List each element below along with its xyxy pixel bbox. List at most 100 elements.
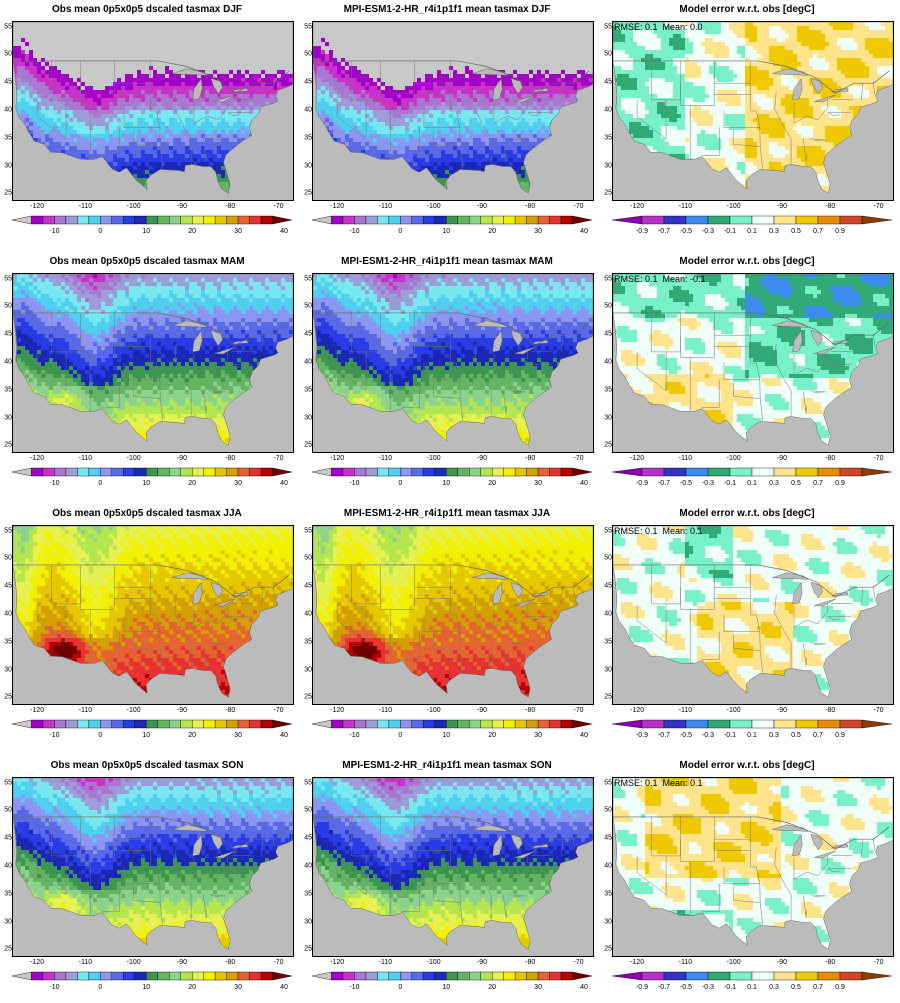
lon-tick-label: -100 bbox=[127, 203, 141, 210]
lat-tick-label: 45 bbox=[602, 583, 612, 590]
lon-tick-label: -100 bbox=[427, 707, 441, 714]
colorbar-swatch bbox=[708, 468, 730, 476]
colorbar-swatch bbox=[112, 216, 123, 224]
colorbar-swatch bbox=[100, 216, 111, 224]
lon-tick-label: -80 bbox=[225, 707, 235, 714]
lon-tick-label: -80 bbox=[825, 455, 835, 462]
lat-tick-label: 35 bbox=[302, 890, 312, 897]
lat-tick-label: 25 bbox=[602, 946, 612, 953]
colorbar-swatch bbox=[250, 720, 261, 728]
colorbar-swatch bbox=[12, 720, 31, 728]
colorbar-tick-label: 0.3 bbox=[769, 228, 779, 235]
lon-tick-label: -80 bbox=[525, 455, 535, 462]
colorbar-swatch bbox=[730, 216, 752, 224]
colorbar-swatch bbox=[146, 468, 157, 476]
colorbar-swatch bbox=[135, 468, 146, 476]
lat-tick-label: 30 bbox=[602, 162, 612, 169]
lat-tick-label: 45 bbox=[602, 79, 612, 86]
colorbar-swatch bbox=[250, 972, 261, 980]
colorbar-swatch bbox=[343, 720, 354, 728]
colorbar-swatch bbox=[377, 720, 388, 728]
colorbar-swatch bbox=[192, 468, 203, 476]
colorbar-tick-label: 0 bbox=[98, 228, 102, 235]
lat-tick-label: 30 bbox=[302, 162, 312, 169]
lat-tick-label: 50 bbox=[302, 555, 312, 562]
lon-tick-label: -70 bbox=[573, 455, 583, 462]
map-panel-9: Model error w.r.t. obs [degC]RMSE: 0.1 M… bbox=[602, 504, 892, 751]
colorbar-swatch bbox=[312, 468, 331, 476]
colorbar-swatch bbox=[818, 216, 840, 224]
colorbar-swatch bbox=[774, 972, 796, 980]
colorbar-tick-label: 0.3 bbox=[769, 732, 779, 739]
colorbar-swatch bbox=[469, 972, 480, 980]
colorbar-tick-label: 20 bbox=[488, 732, 496, 739]
colorbar-tick-label: 0 bbox=[398, 480, 402, 487]
colorbar-tick-label: -0.9 bbox=[636, 732, 648, 739]
lat-tick-label: 45 bbox=[302, 835, 312, 842]
colorbar-swatch bbox=[612, 216, 642, 224]
colorbar-tick-label: 0.1 bbox=[747, 984, 757, 991]
colorbar-swatch bbox=[31, 972, 42, 980]
colorbar-tick-label: 10 bbox=[442, 228, 450, 235]
colorbar-swatch bbox=[366, 216, 377, 224]
colorbar-tick-label: 0.9 bbox=[835, 228, 845, 235]
colorbar-tick-label: 0.1 bbox=[747, 228, 757, 235]
colorbar-swatch bbox=[389, 720, 400, 728]
colorbar-swatch bbox=[146, 216, 157, 224]
colorbar-swatch bbox=[43, 468, 54, 476]
lat-tick-label: 45 bbox=[2, 79, 12, 86]
colorbar-tick-label: 0.3 bbox=[769, 480, 779, 487]
colorbar-swatch bbox=[66, 468, 77, 476]
colorbar bbox=[602, 970, 892, 982]
colorbar-swatch bbox=[708, 972, 730, 980]
panel-title: Obs mean 0p5x0p5 dscaled tasmax MAM bbox=[2, 256, 292, 270]
colorbar-swatch bbox=[31, 720, 42, 728]
colorbar-swatch bbox=[642, 972, 664, 980]
lat-tick-label: 55 bbox=[602, 275, 612, 282]
colorbar-swatch bbox=[664, 720, 686, 728]
colorbar-swatch bbox=[181, 216, 192, 224]
colorbar-swatch bbox=[377, 468, 388, 476]
colorbar-swatch bbox=[504, 216, 515, 224]
lon-tick-label: -70 bbox=[273, 203, 283, 210]
colorbar-swatch bbox=[538, 720, 549, 728]
colorbar-tick-label: -0.3 bbox=[702, 480, 714, 487]
lat-tick-label: 40 bbox=[302, 107, 312, 114]
lat-tick-label: 45 bbox=[2, 331, 12, 338]
colorbar-swatch bbox=[796, 720, 818, 728]
colorbar-tick-label: -0.9 bbox=[636, 984, 648, 991]
lon-tick-label: -90 bbox=[477, 203, 487, 210]
lat-tick-label: 40 bbox=[602, 863, 612, 870]
colorbar-swatch bbox=[642, 216, 664, 224]
lon-tick-label: -120 bbox=[30, 455, 44, 462]
colorbar-swatch bbox=[561, 972, 572, 980]
map-canvas bbox=[313, 274, 593, 452]
lon-tick-label: -100 bbox=[727, 959, 741, 966]
lon-tick-label: -110 bbox=[79, 455, 93, 462]
colorbar-tick-label: 10 bbox=[442, 480, 450, 487]
panel-title: Model error w.r.t. obs [degC] bbox=[602, 4, 892, 18]
lon-tick-label: -80 bbox=[525, 959, 535, 966]
colorbar-swatch bbox=[31, 216, 42, 224]
colorbar-tick-label: 30 bbox=[534, 480, 542, 487]
lat-tick-label: 55 bbox=[2, 527, 12, 534]
colorbar-swatch bbox=[238, 972, 249, 980]
colorbar-swatch bbox=[261, 720, 272, 728]
lat-tick-label: 25 bbox=[2, 694, 12, 701]
stats-readout: RMSE: 0.1 Mean: 0.0 bbox=[614, 22, 703, 32]
colorbar-swatch bbox=[664, 468, 686, 476]
colorbar-tick-label: 20 bbox=[188, 984, 196, 991]
colorbar-tick-label: -10 bbox=[49, 480, 59, 487]
colorbar-swatch bbox=[66, 720, 77, 728]
lat-tick-label: 35 bbox=[2, 386, 12, 393]
colorbar-swatch bbox=[261, 216, 272, 224]
lon-tick-label: -70 bbox=[573, 203, 583, 210]
colorbar-tick-label: -10 bbox=[349, 480, 359, 487]
colorbar-swatch bbox=[686, 468, 708, 476]
colorbar-swatch bbox=[840, 972, 862, 980]
colorbar-swatch bbox=[123, 216, 134, 224]
panel-title: Obs mean 0p5x0p5 dscaled tasmax SON bbox=[2, 760, 292, 774]
colorbar-swatch bbox=[100, 468, 111, 476]
stats-readout: RMSE: 0.1 Mean: 0.1 bbox=[614, 778, 703, 788]
